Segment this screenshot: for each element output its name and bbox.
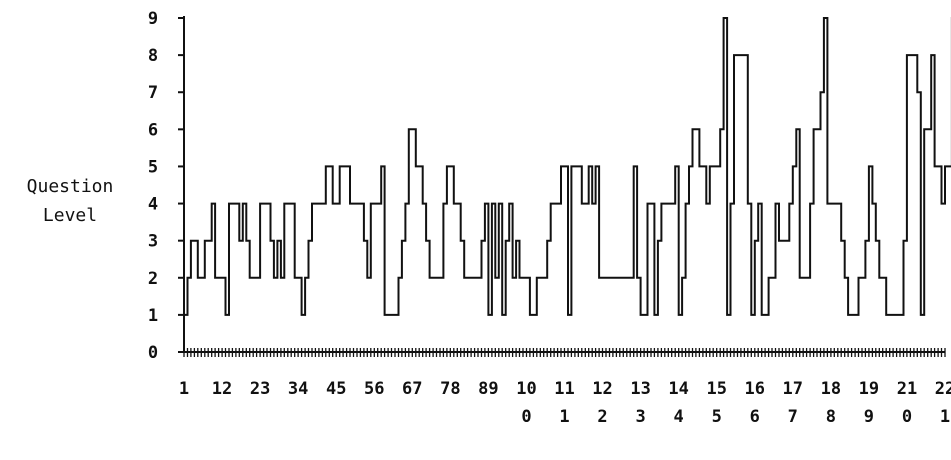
- x-tick-marks: [183, 348, 946, 357]
- x-tick-label: 0: [902, 407, 912, 427]
- x-tick-label: 1: [940, 407, 950, 427]
- x-tick-label: 22: [935, 379, 951, 399]
- x-tick-label: 19: [859, 379, 879, 399]
- x-tick-label: 7: [788, 407, 798, 427]
- x-tick-label: 23: [250, 379, 270, 399]
- y-tick-label: 1: [148, 306, 158, 326]
- y-tick-label: 5: [148, 157, 158, 177]
- x-tick-label: 16: [745, 379, 765, 399]
- x-tick-label: 12: [592, 379, 612, 399]
- x-tick-label: 12: [212, 379, 232, 399]
- x-tick-label: 4: [674, 407, 684, 427]
- series-group: [184, 17, 951, 316]
- y-tick-label: 8: [148, 46, 158, 66]
- x-tick-label: 67: [402, 379, 422, 399]
- y-tick-label: 0: [148, 343, 158, 363]
- x-tick-label: 17: [783, 379, 803, 399]
- x-tick-label: 18: [821, 379, 841, 399]
- x-tick-label: 89: [478, 379, 498, 399]
- x-tick-label: 0: [521, 407, 531, 427]
- y-tick-label: 4: [148, 195, 158, 215]
- x-tick-label: 14: [668, 379, 688, 399]
- x-tick-label: 5: [712, 407, 722, 427]
- x-tick-label: 1: [559, 407, 569, 427]
- x-tick-label: 2: [597, 407, 607, 427]
- x-tick-label: 45: [326, 379, 346, 399]
- x-tick-label: 8: [826, 407, 836, 427]
- x-tick-label: 21: [897, 379, 917, 399]
- x-tick-label: 6: [750, 407, 760, 427]
- x-tick-label: 1: [179, 379, 189, 399]
- y-axis-title-line-2: Level: [43, 205, 97, 226]
- x-tick-label: 15: [706, 379, 726, 399]
- x-tick-label: 78: [440, 379, 460, 399]
- x-tick-label: 56: [364, 379, 384, 399]
- x-tick-label: 34: [288, 379, 308, 399]
- series-line: [184, 17, 951, 316]
- y-tick-label: 7: [148, 83, 158, 103]
- x-tick-label: 3: [635, 407, 645, 427]
- y-tick-label: 2: [148, 269, 158, 289]
- x-tick-label: 9: [864, 407, 874, 427]
- y-axis: 0 1 2 3 4 5 6 7 8 9: [148, 9, 185, 363]
- y-tick-label: 9: [148, 9, 158, 29]
- x-tick-label: 13: [630, 379, 650, 399]
- x-tick-label: 10: [516, 379, 536, 399]
- y-tick-label: 3: [148, 232, 158, 252]
- x-tick-label: 11: [554, 379, 574, 399]
- x-axis: 1 12 23 34 45 56 67 78 89 10011112213314415516617…: [179, 348, 951, 427]
- y-tick-label: 6: [148, 120, 158, 140]
- y-axis-title-line-1: Question: [27, 176, 114, 197]
